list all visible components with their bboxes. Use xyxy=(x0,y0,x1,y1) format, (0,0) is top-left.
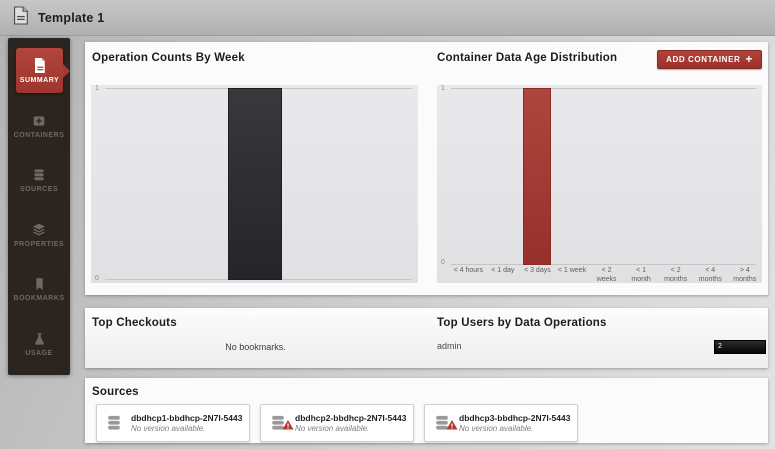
source-cards: dbdhcp1-bbdhcp-2N7I-5443… No version ava… xyxy=(96,404,578,442)
age-chart-slot xyxy=(693,88,728,265)
source-card[interactable]: dbdhcp3-bbdhcp-2N7I-5443… No version ava… xyxy=(424,404,578,442)
age-chart-xlabels: < 4 hours < 1 day < 3 days < 1 week < 2 week… xyxy=(451,266,762,283)
age-chart-title: Container Data Age Distribution xyxy=(437,52,618,64)
source-status: No version available. xyxy=(131,424,206,433)
top-users-title: Top Users by Data Operations xyxy=(437,317,607,329)
age-chart-slot xyxy=(624,88,659,265)
sidebar-item-summary[interactable]: SUMMARY xyxy=(16,48,70,93)
age-chart-bar xyxy=(523,88,552,265)
active-item-notch xyxy=(63,63,70,78)
warning-icon xyxy=(446,418,458,436)
no-bookmarks-message: No bookmarks. xyxy=(225,342,286,352)
database-icon xyxy=(432,413,458,433)
ops-ytick-0: 0 xyxy=(95,275,99,282)
stats-panel: Top Checkouts No bookmarks. Top Users by… xyxy=(85,308,768,368)
sidebar-item-bookmarks[interactable]: BOOKMARKS xyxy=(8,271,70,307)
user-row: admin 2 xyxy=(437,339,766,355)
age-chart-xlabel: < 2 months xyxy=(664,267,688,284)
source-card-text: dbdhcp3-bbdhcp-2N7I-5443… No version ava… xyxy=(459,413,570,433)
database-icon xyxy=(104,413,124,433)
layers-icon xyxy=(31,222,47,238)
user-name: admin xyxy=(437,341,462,351)
age-chart-xlabel: < 4 hours xyxy=(453,267,483,274)
database-icon xyxy=(31,167,47,183)
sources-panel: Sources dbdhcp1-bbdhcp-2N7I-5443… No ver… xyxy=(85,378,768,443)
age-chart-xlabel: < 1 week xyxy=(557,267,587,274)
sidebar-item-label: BOOKMARKS xyxy=(13,294,65,302)
sidebar-item-label: USAGE xyxy=(25,349,53,357)
age-ytick-1: 1 xyxy=(441,85,445,92)
source-name: dbdhcp3-bbdhcp-2N7I-5443… xyxy=(459,413,570,423)
source-name: dbdhcp1-bbdhcp-2N7I-5443… xyxy=(131,413,242,423)
sidebar-item-properties[interactable]: PROPERTIES xyxy=(8,217,70,253)
template-document-icon xyxy=(12,5,29,30)
age-ytick-0: 0 xyxy=(441,259,445,266)
sidebar-item-containers[interactable]: CONTAINERS xyxy=(8,108,70,144)
sidebar: SUMMARY CONTAINERS SOURCES xyxy=(8,38,70,375)
age-chart-bars xyxy=(451,88,762,265)
source-status: No version available. xyxy=(295,424,370,433)
age-chart-slot xyxy=(555,88,590,265)
age-chart-xlabel: < 3 days xyxy=(524,267,551,274)
age-chart-slot xyxy=(728,88,763,265)
age-chart-plot: 1 0 < 4 hours < 1 day < 3 days < 1 week < 2 … xyxy=(437,85,762,283)
top-users-section: Top Users by Data Operations admin 2 xyxy=(437,308,767,368)
age-chart-slot xyxy=(658,88,693,265)
sidebar-item-label: CONTAINERS xyxy=(13,132,65,139)
age-chart-xlabel: > 4 months xyxy=(733,267,757,284)
sidebar-item-usage[interactable]: USAGE xyxy=(8,326,70,362)
sidebar-item-label: PROPERTIES xyxy=(13,241,65,248)
age-gridline-top xyxy=(451,88,756,89)
charts-panel: Operation Counts By Week 1 0 Container D… xyxy=(85,42,768,295)
top-checkouts-title: Top Checkouts xyxy=(92,317,177,329)
source-card-text: dbdhcp2-bbdhcp-2N7I-5443… No version ava… xyxy=(295,413,406,433)
summary-document-icon xyxy=(32,57,47,74)
bookmark-icon xyxy=(32,277,47,292)
ops-chart-title: Operation Counts By Week xyxy=(92,52,245,64)
page-title: Template 1 xyxy=(38,10,105,25)
user-operations-bar: 2 xyxy=(714,340,766,354)
add-container-label: ADD CONTAINER xyxy=(666,55,741,64)
age-chart-xlabel: < 1 month xyxy=(631,267,651,284)
usage-flask-icon xyxy=(32,332,47,347)
top-bar: Template 1 xyxy=(0,0,775,36)
plus-icon: + xyxy=(745,52,753,66)
age-chart-slot xyxy=(486,88,521,265)
ops-chart-plot: 1 0 xyxy=(91,85,418,283)
age-chart-slot xyxy=(520,88,555,265)
sidebar-item-label: SOURCES xyxy=(19,186,59,193)
top-checkouts-section: Top Checkouts No bookmarks. xyxy=(85,308,426,368)
age-chart-slot xyxy=(451,88,486,265)
ops-chart-bar xyxy=(227,88,282,280)
source-status: No version available. xyxy=(459,424,534,433)
containers-icon xyxy=(31,113,47,129)
sidebar-item-sources[interactable]: SOURCES xyxy=(8,162,70,198)
ops-chart-bars xyxy=(91,88,418,280)
warning-icon xyxy=(282,418,294,436)
source-name: dbdhcp2-bbdhcp-2N7I-5443… xyxy=(295,413,406,423)
source-card-text: dbdhcp1-bbdhcp-2N7I-5443… No version ava… xyxy=(131,413,242,433)
sidebar-item-label: SUMMARY xyxy=(19,77,60,84)
age-chart-xlabel: < 4 months xyxy=(698,267,722,284)
age-axis-bottom xyxy=(451,264,756,265)
age-chart-xlabel: < 1 day xyxy=(491,267,515,274)
add-container-button[interactable]: ADD CONTAINER + xyxy=(657,50,762,69)
age-chart-slot xyxy=(589,88,624,265)
source-card[interactable]: dbdhcp2-bbdhcp-2N7I-5443… No version ava… xyxy=(260,404,414,442)
database-icon xyxy=(268,413,294,433)
ops-ytick-1: 1 xyxy=(95,85,99,92)
source-card[interactable]: dbdhcp1-bbdhcp-2N7I-5443… No version ava… xyxy=(96,404,250,442)
sources-title: Sources xyxy=(92,386,139,398)
age-chart-xlabel: < 2 weeks xyxy=(596,267,617,284)
